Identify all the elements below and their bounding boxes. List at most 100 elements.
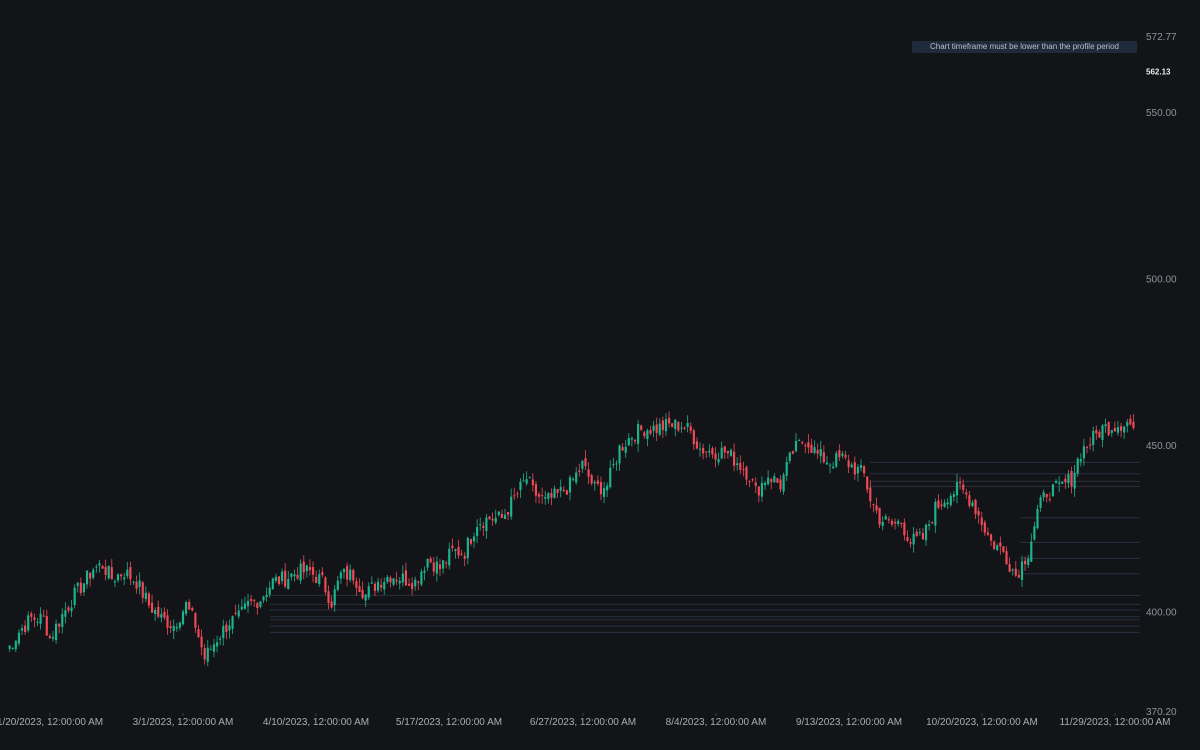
candle-down <box>711 448 714 455</box>
candle-up <box>934 501 937 526</box>
candle-down <box>110 567 113 580</box>
candle-up <box>246 600 250 607</box>
candle-down <box>965 492 968 495</box>
candle-up <box>154 609 157 614</box>
candle-up <box>206 647 209 662</box>
candle-up <box>674 419 677 429</box>
candle-up <box>785 461 788 476</box>
candle-up <box>479 524 482 526</box>
candle-down <box>770 479 773 483</box>
candle-down <box>671 423 674 427</box>
candle-down <box>596 480 599 484</box>
candle-down <box>983 522 986 533</box>
candle-up <box>132 581 135 583</box>
candle-down <box>513 495 516 497</box>
candle-up <box>398 580 401 584</box>
candle-down <box>562 489 565 492</box>
candle-down <box>705 451 708 453</box>
candle-down <box>531 479 534 486</box>
candle-up <box>996 545 999 551</box>
candle-down <box>33 617 36 620</box>
candle-up <box>64 610 67 617</box>
candle-down <box>225 624 228 632</box>
candle-down <box>921 533 925 540</box>
candle-down <box>633 439 637 442</box>
candle-down <box>878 507 881 525</box>
candle-down <box>649 430 652 434</box>
candle-up <box>370 582 373 584</box>
candle-down <box>1002 546 1005 552</box>
candle-up <box>544 496 547 499</box>
candle-up <box>609 467 612 488</box>
candle-down <box>104 567 107 575</box>
candle-up <box>271 578 274 590</box>
candle-down <box>875 505 878 511</box>
candle-down <box>256 603 259 608</box>
candle-up <box>212 644 216 652</box>
candle-up <box>1039 497 1042 508</box>
candle-down <box>890 520 894 525</box>
candle-down <box>1014 568 1017 576</box>
candle-up <box>819 449 822 457</box>
candle-up <box>897 521 900 525</box>
candle-down <box>101 566 104 569</box>
candle-down <box>807 442 810 448</box>
candle-up <box>231 616 234 629</box>
time-axis-label: 1/20/2023, 12:00:00 AM <box>0 717 103 728</box>
candle-up <box>698 448 702 450</box>
candle-down <box>500 513 503 518</box>
candle-down <box>732 451 736 466</box>
candle-up <box>222 625 225 639</box>
candle-up <box>553 488 556 498</box>
candle-down <box>460 553 463 555</box>
candle-down <box>550 492 553 498</box>
candle-up <box>265 594 268 598</box>
candle-down <box>203 647 206 660</box>
candle-up <box>98 563 101 566</box>
candle-down <box>742 469 745 471</box>
candle-up <box>686 422 689 427</box>
candle-up <box>466 537 469 559</box>
candle-down <box>1113 428 1116 432</box>
candle-up <box>637 424 640 444</box>
candle-down <box>1107 422 1110 435</box>
candle-down <box>748 481 751 483</box>
candle-down <box>937 500 940 508</box>
candle-up <box>472 536 476 542</box>
candle-up <box>85 570 89 585</box>
candle-down <box>506 512 510 515</box>
candle-down <box>24 625 27 633</box>
candle-down <box>931 522 934 524</box>
candle-up <box>1020 561 1024 580</box>
candle-down <box>373 583 377 591</box>
candle-down <box>89 572 92 579</box>
candle-up <box>946 502 949 505</box>
candle-up <box>144 592 147 600</box>
candle-down <box>129 567 132 580</box>
time-axis-label: 9/13/2023, 12:00:00 AM <box>796 717 902 728</box>
candle-up <box>720 447 723 459</box>
candle-down <box>395 579 398 582</box>
candle-up <box>602 488 606 497</box>
candle-up <box>825 462 829 465</box>
candle-up <box>856 467 860 474</box>
candle-up <box>383 582 386 590</box>
candle-down <box>822 452 825 463</box>
candle-down <box>745 467 748 480</box>
candle-down <box>739 462 742 470</box>
candle-down <box>900 523 903 525</box>
candle-down <box>590 475 593 484</box>
candle-down <box>643 432 646 437</box>
candle-down <box>779 479 782 490</box>
candle-up <box>305 565 308 572</box>
candle-up <box>342 568 346 573</box>
candle-up <box>767 477 770 485</box>
candle-down <box>689 426 692 431</box>
candle-down <box>1008 564 1011 572</box>
candle-up <box>1042 492 1045 498</box>
time-axis-label: 11/29/2023, 12:00:00 AM <box>1059 717 1170 728</box>
candle-up <box>392 578 395 585</box>
candle-up <box>364 594 367 601</box>
candle-up <box>435 561 438 574</box>
